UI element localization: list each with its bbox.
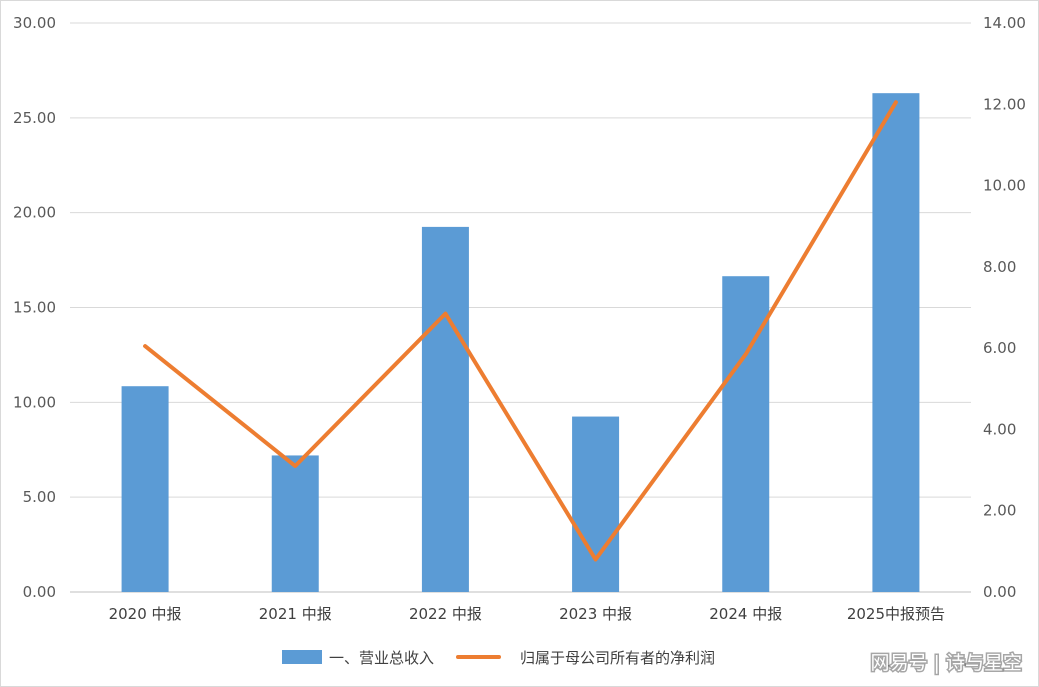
x-tick-label: 2025中报预告 <box>847 605 945 623</box>
y-right-tick-label: 2.00 <box>983 502 1016 520</box>
x-tick-label: 2022 中报 <box>409 605 482 623</box>
y-right-tick-label: 10.00 <box>983 177 1026 195</box>
y-left-tick-label: 20.00 <box>13 204 56 222</box>
watermark: 网易号 | 诗与星空 <box>869 651 1023 676</box>
watermark-text: 网易号 | 诗与星空 <box>871 652 1022 674</box>
y-left-tick-label: 30.00 <box>13 14 56 32</box>
y-axis-left: 0.00 5.00 10.00 15.00 20.00 25.00 30.00 <box>13 14 56 601</box>
x-tick-label: 2024 中报 <box>709 605 782 623</box>
bar <box>421 226 469 592</box>
y-left-tick-label: 25.00 <box>13 109 56 127</box>
x-tick-label: 2021 中报 <box>259 605 332 623</box>
y-left-tick-label: 10.00 <box>13 393 56 411</box>
legend-swatch-bar <box>282 650 322 664</box>
bar <box>572 416 620 592</box>
x-axis: 2020 中报 2021 中报 2022 中报 2023 中报 2024 中报 2025中… <box>109 605 945 623</box>
bar <box>271 455 319 592</box>
legend: 一、营业总收入 归属于母公司所有者的净利润 <box>282 649 715 667</box>
series-line <box>143 100 898 562</box>
bar <box>872 93 920 592</box>
gridlines <box>70 22 971 593</box>
bar-series <box>121 93 920 592</box>
legend-label-line: 归属于母公司所有者的净利润 <box>520 649 715 667</box>
y-right-tick-label: 0.00 <box>983 583 1016 601</box>
y-left-tick-label: 5.00 <box>23 488 56 506</box>
y-left-tick-label: 15.00 <box>13 299 56 317</box>
y-right-tick-label: 4.00 <box>983 420 1016 438</box>
y-right-tick-label: 6.00 <box>983 339 1016 357</box>
y-left-tick-label: 0.00 <box>23 583 56 601</box>
bar <box>121 386 169 592</box>
y-right-tick-label: 8.00 <box>983 258 1016 276</box>
x-tick-label: 2020 中报 <box>109 605 182 623</box>
x-tick-label: 2023 中报 <box>559 605 632 623</box>
y-right-tick-label: 12.00 <box>983 95 1026 113</box>
y-right-tick-label: 14.00 <box>983 14 1026 32</box>
y-axis-right: 0.00 2.00 4.00 6.00 8.00 10.00 12.00 14.00 <box>983 14 1026 601</box>
legend-label-bar: 一、营业总收入 <box>329 649 434 667</box>
line-series <box>143 100 898 562</box>
